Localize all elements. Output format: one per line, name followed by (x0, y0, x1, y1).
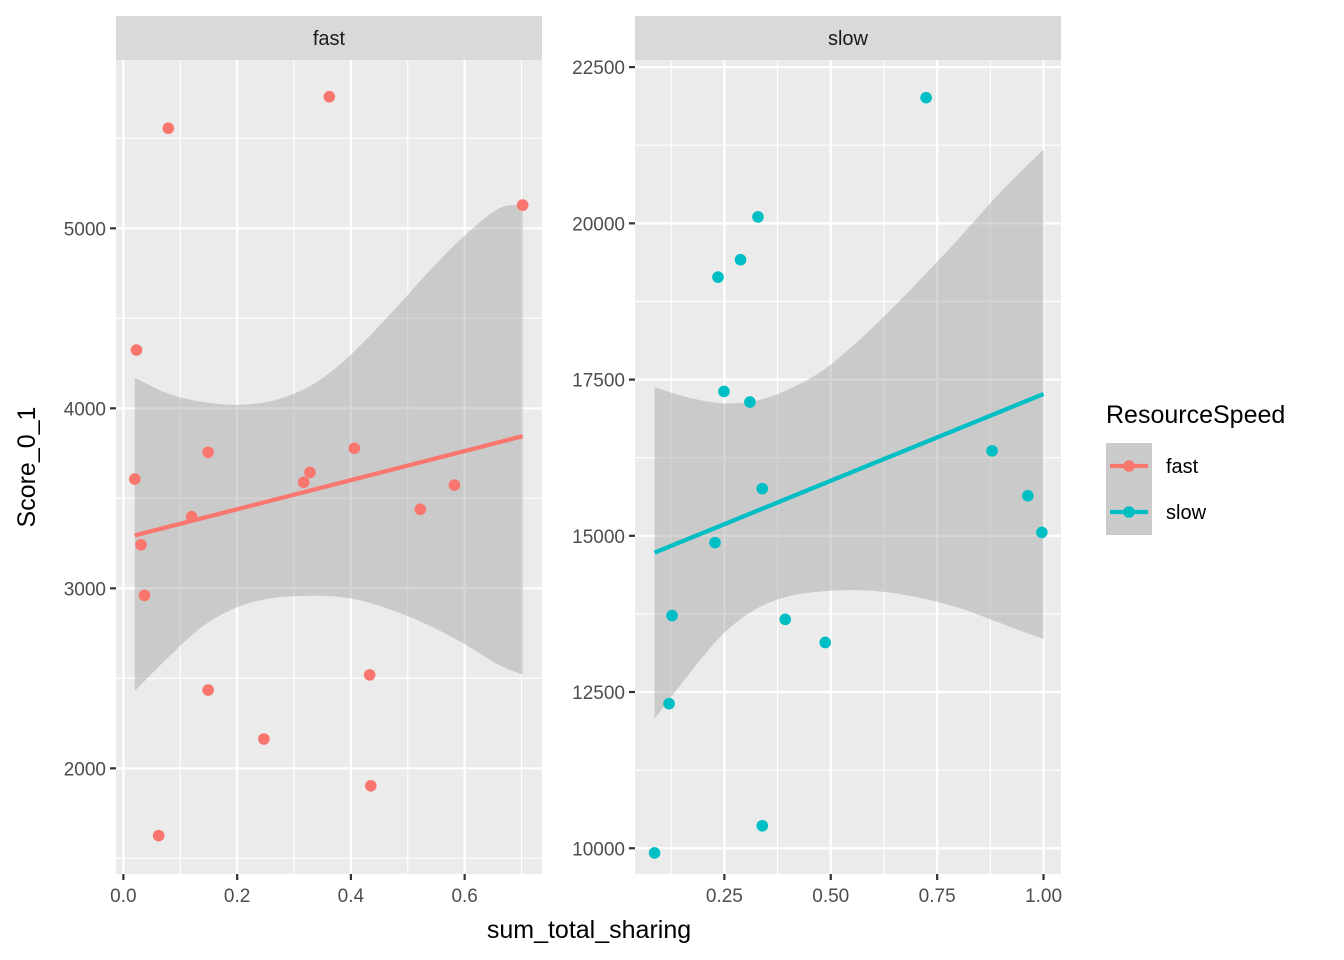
data-point (718, 385, 730, 398)
data-point (348, 442, 361, 455)
y-axis-title: Score_0_1 (13, 407, 41, 528)
regression-line (134, 434, 524, 538)
facet-strip-label: fast (313, 28, 346, 50)
data-point (648, 847, 661, 859)
panel-fast: fast 0.0 0.2 0.4 0.6 2000 3000 4000 5000 (64, 16, 542, 907)
data-point (297, 476, 310, 489)
regression-line (653, 391, 1045, 555)
y-tick-label: 20000 (572, 214, 625, 235)
data-point (152, 829, 165, 842)
x-tick-label: 0.25 (706, 886, 743, 907)
data-point (920, 91, 932, 104)
data-point (304, 466, 316, 479)
legend-key-background (1106, 443, 1152, 535)
legend-key-point-slow (1123, 506, 1135, 518)
data-point (663, 697, 675, 710)
legend-label-slow: slow (1166, 502, 1207, 524)
data-point (752, 211, 764, 223)
data-point (130, 344, 143, 356)
x-tick-label: 0.4 (338, 886, 365, 907)
data-point (202, 684, 214, 696)
data-point (202, 446, 214, 459)
data-point (138, 589, 151, 602)
legend-keys (1110, 460, 1148, 518)
panel-slow: slow 0.25 0.50 0.75 1.00 10000 12500 15000 17500… (572, 16, 1062, 907)
data-point (756, 819, 769, 832)
data-point (666, 609, 678, 622)
facet-strip-fast (116, 16, 542, 60)
data-point (734, 253, 747, 266)
data-point (709, 536, 721, 549)
data-point (819, 636, 832, 649)
x-tick-label: 0.0 (110, 886, 136, 907)
data-point (128, 473, 141, 485)
confidence-ribbon (134, 204, 523, 691)
data-point (448, 479, 461, 491)
y-tick-label: 22500 (572, 58, 625, 79)
data-point (712, 271, 724, 283)
y-tick-label: 5000 (64, 219, 106, 240)
x-tick-label: 1.00 (1025, 886, 1062, 907)
x-tick-label: 0.2 (224, 886, 250, 907)
x-axis-title: sum_total_sharing (487, 916, 691, 944)
data-point (323, 90, 336, 103)
y-tick-label: 4000 (64, 399, 106, 420)
data-point (779, 613, 792, 626)
x-tick-label: 0.75 (919, 886, 956, 907)
data-point (414, 503, 427, 516)
facet-strip-label: slow (828, 28, 869, 50)
x-tick-label: 0.50 (812, 886, 849, 907)
confidence-ribbon (654, 149, 1044, 719)
y-tick-label: 10000 (572, 839, 625, 860)
panels: fast 0.0 0.2 0.4 0.6 2000 3000 4000 5000 slow 0.25… (64, 16, 1062, 907)
data-point (135, 538, 147, 551)
panel-background (116, 60, 542, 874)
y-tick-label: 17500 (572, 371, 625, 392)
y-tick-label: 15000 (572, 527, 625, 548)
data-point (258, 733, 270, 745)
data-point (516, 199, 529, 211)
legend-key-point-fast (1123, 460, 1135, 472)
data-point (1022, 489, 1034, 502)
data-point (986, 445, 998, 457)
y-tick-label: 12500 (572, 683, 625, 704)
data-point (162, 122, 175, 135)
legend-label-fast: fast (1166, 456, 1199, 478)
data-point (756, 482, 769, 495)
x-tick-label: 0.6 (451, 886, 477, 907)
data-point (1036, 526, 1048, 539)
y-tick-label: 3000 (64, 579, 106, 600)
data-point (744, 396, 756, 408)
data-point (365, 779, 377, 792)
y-tick-label: 2000 (64, 759, 106, 780)
data-point (363, 669, 376, 681)
facet-strip-slow (635, 16, 1061, 60)
legend-title: ResourceSpeed (1106, 401, 1285, 429)
legend: ResourceSpeed fast slow (1106, 401, 1285, 535)
